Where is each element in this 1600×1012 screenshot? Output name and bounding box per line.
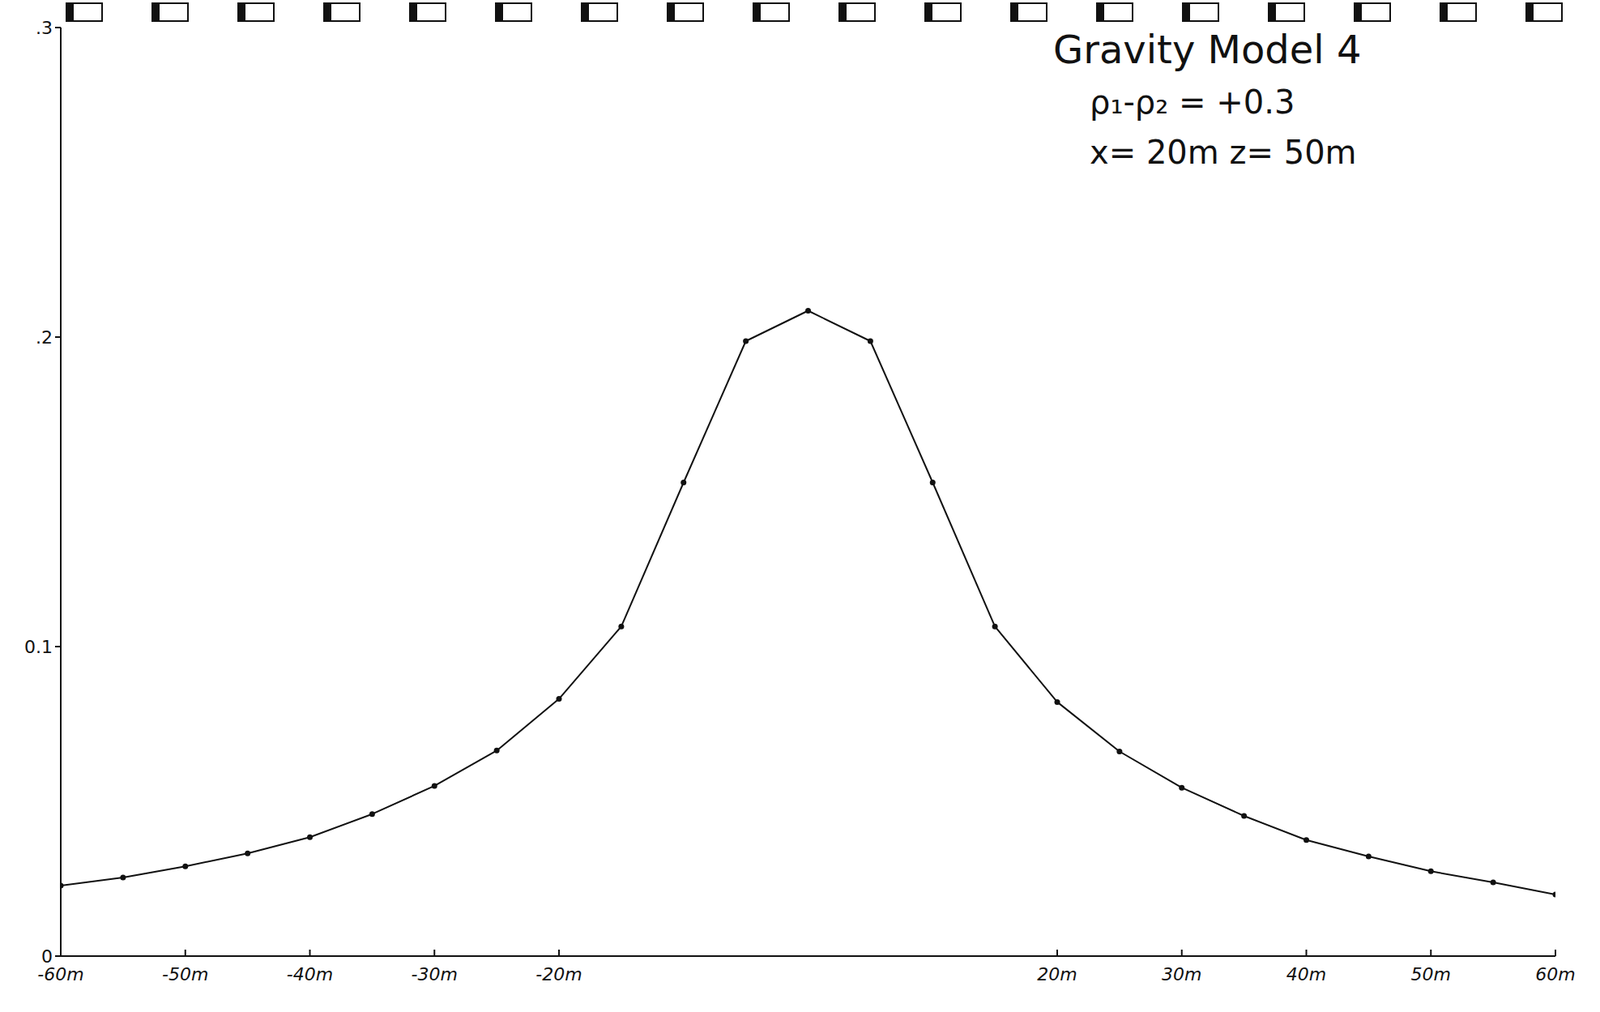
data-point xyxy=(618,623,624,630)
data-point xyxy=(1365,853,1372,859)
y-tick-label: 0.1 xyxy=(24,636,53,658)
binding-hole-shade xyxy=(1182,3,1191,22)
data-point xyxy=(60,882,64,888)
y-axis xyxy=(59,27,62,956)
binding-hole-shade xyxy=(1268,3,1276,22)
data-point xyxy=(867,337,874,344)
x-tick xyxy=(1056,949,1059,956)
y-tick-label: .2 xyxy=(35,327,53,348)
data-point xyxy=(1553,891,1557,897)
data-point xyxy=(805,307,811,314)
binding-hole-shade xyxy=(753,3,761,22)
x-tick-label: 50m xyxy=(1411,964,1451,985)
data-point xyxy=(1303,836,1310,843)
data-point xyxy=(992,623,999,630)
data-point xyxy=(182,863,188,870)
data-point xyxy=(244,850,251,857)
title: Gravity Model 4 xyxy=(1053,26,1362,73)
binding-hole xyxy=(1011,3,1047,22)
data-point xyxy=(1054,699,1061,705)
binding-hole xyxy=(753,3,790,22)
x-tick-label: 20m xyxy=(1036,964,1077,985)
binding-hole xyxy=(667,3,704,22)
chart: 00.1.2.3-60m-50m-40m-30m-20m20m30m40m50m… xyxy=(0,0,1600,1012)
binding-hole xyxy=(839,3,875,22)
binding-hole-shade xyxy=(581,3,589,22)
binding-hole xyxy=(1096,3,1133,22)
binding-hole-shade xyxy=(409,3,418,22)
binding-hole-shade xyxy=(1526,3,1534,22)
binding-hole-shade xyxy=(152,3,160,22)
x-tick xyxy=(558,949,560,956)
binding-hole xyxy=(1526,3,1562,22)
binding-hole-shade xyxy=(1011,3,1019,22)
binding-hole-shade xyxy=(839,3,847,22)
profile-line xyxy=(60,311,1556,896)
binding-hole xyxy=(1440,3,1477,22)
binding-hole xyxy=(1182,3,1219,22)
binding-hole xyxy=(324,3,360,22)
annotation: ρ₁-ρ₂ = +0.3 xyxy=(1089,83,1295,121)
data-point xyxy=(1428,868,1434,875)
data-point xyxy=(119,874,126,880)
x-tick-label: -60m xyxy=(37,964,84,985)
annotation: x= 20m z= 50m xyxy=(1089,133,1357,171)
y-tick xyxy=(55,336,61,338)
binding-hole-shade xyxy=(667,3,675,22)
binding-hole-shade xyxy=(1096,3,1105,22)
data-point xyxy=(1178,785,1185,791)
binding-hole-shade xyxy=(238,3,246,22)
binding-hole xyxy=(152,3,188,22)
binding-hole xyxy=(66,3,103,22)
y-tick xyxy=(55,955,61,957)
data-point xyxy=(369,810,376,817)
data-point xyxy=(556,695,563,702)
binding-hole xyxy=(238,3,274,22)
x-tick-label: -30m xyxy=(411,964,458,985)
x-tick xyxy=(1305,949,1308,956)
data-point xyxy=(1490,879,1497,886)
binding-hole-shade xyxy=(66,3,74,22)
x-axis xyxy=(60,955,1556,957)
binding-hole-shade xyxy=(324,3,332,22)
binding-hole xyxy=(1354,3,1391,22)
x-tick-label: 30m xyxy=(1161,964,1202,985)
binding-hole-shade xyxy=(495,3,504,22)
data-group xyxy=(60,307,1556,897)
x-tick-label: -50m xyxy=(162,964,209,985)
binding-hole xyxy=(495,3,532,22)
binding-hole xyxy=(925,3,961,22)
binding-hole xyxy=(1268,3,1305,22)
x-tick xyxy=(309,949,312,956)
x-tick xyxy=(1181,949,1183,956)
binding-hole-shade xyxy=(1354,3,1362,22)
y-tick xyxy=(55,645,61,648)
x-tick-label: 40m xyxy=(1286,964,1327,985)
data-point xyxy=(742,337,749,344)
x-tick xyxy=(1554,949,1557,956)
data-point xyxy=(431,782,438,789)
x-tick-label: -40m xyxy=(286,964,333,985)
binding-hole xyxy=(581,3,618,22)
x-tick xyxy=(1429,949,1432,956)
x-tick xyxy=(433,949,436,956)
data-point xyxy=(307,834,313,841)
data-point xyxy=(1116,748,1123,755)
y-tick xyxy=(55,26,61,29)
y-tick-label: .3 xyxy=(35,17,53,39)
x-tick-label: 60m xyxy=(1535,964,1575,985)
x-tick xyxy=(184,949,187,956)
x-tick-label: -20m xyxy=(535,964,582,985)
binding-hole-shade xyxy=(1440,3,1448,22)
x-tick xyxy=(59,949,62,956)
data-point xyxy=(930,479,936,486)
data-point xyxy=(1241,812,1247,819)
data-point xyxy=(680,479,687,486)
binding-hole-shade xyxy=(925,3,933,22)
data-point xyxy=(494,747,500,754)
binding-hole xyxy=(409,3,446,22)
